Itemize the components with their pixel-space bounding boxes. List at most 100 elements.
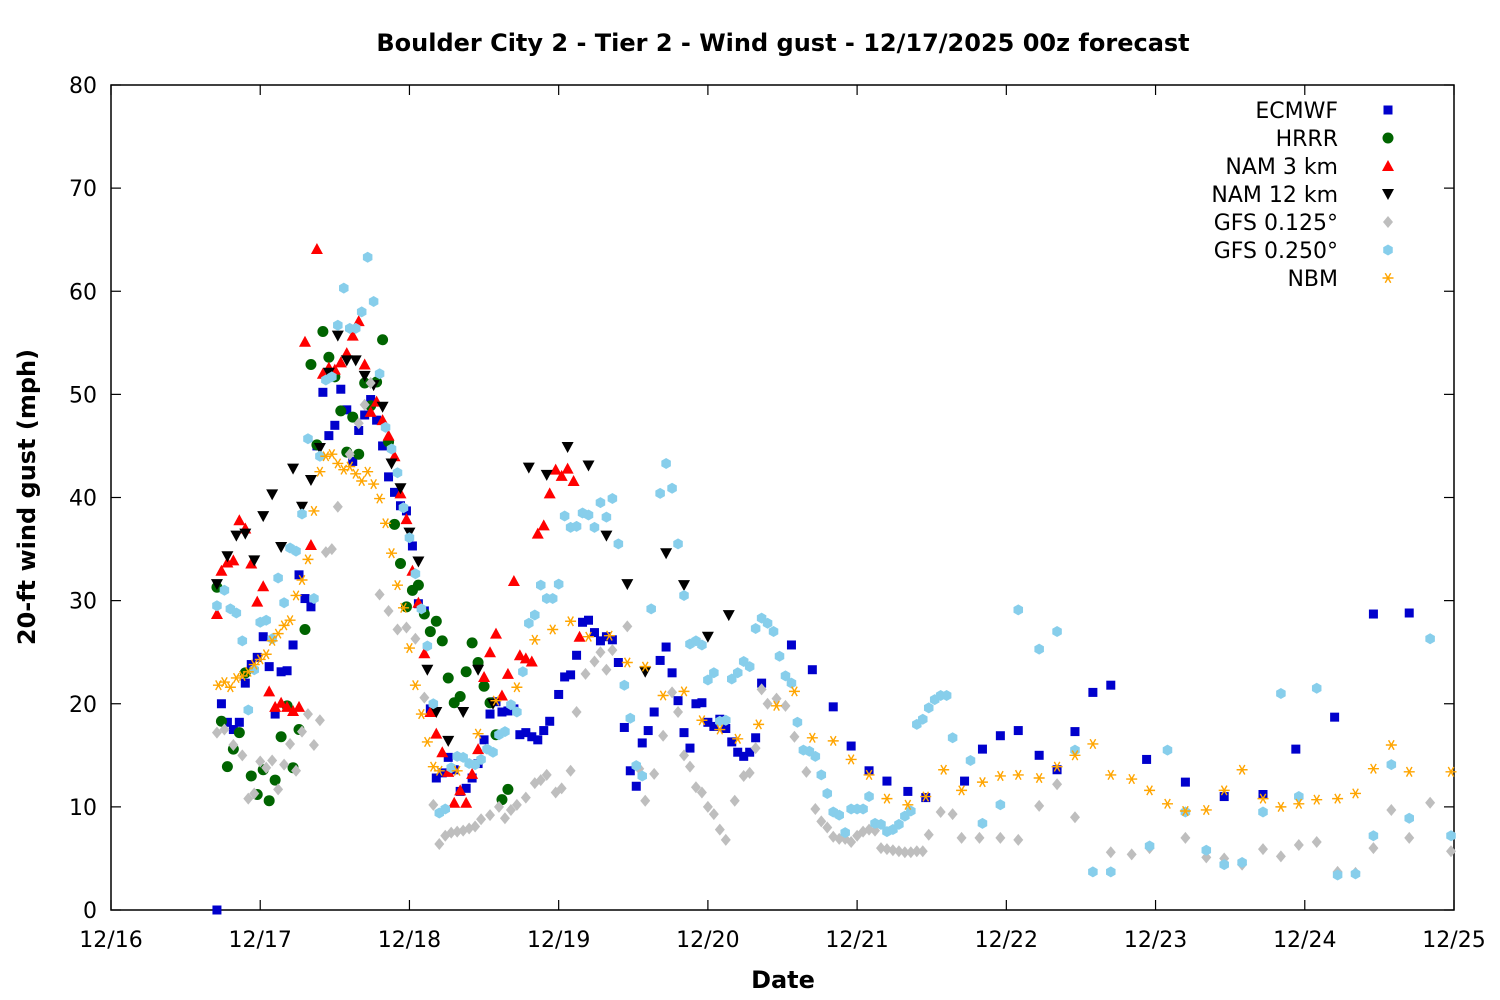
data-point (905, 846, 916, 859)
data-point (947, 808, 958, 821)
data-point (415, 708, 427, 720)
data-point (864, 766, 874, 776)
y-axis-label: 20-ft wind gust (mph) (13, 349, 41, 645)
data-point (431, 773, 441, 783)
data-point (275, 542, 288, 553)
data-point (519, 652, 532, 664)
data-point (392, 580, 404, 591)
data-point (714, 823, 725, 836)
data-point (353, 417, 364, 430)
data-point (448, 796, 461, 808)
data-point (678, 580, 691, 592)
data-point (721, 724, 731, 733)
data-point (344, 461, 356, 472)
data-point (679, 749, 690, 762)
data-point (362, 466, 374, 477)
data-point (834, 809, 844, 821)
data-point (727, 737, 737, 747)
data-point (257, 580, 270, 592)
data-point (211, 726, 222, 739)
data-point (303, 433, 313, 445)
data-point (583, 631, 595, 642)
y-tick-label: 40 (69, 487, 97, 512)
data-point (547, 624, 559, 635)
data-point (404, 532, 415, 544)
data-point (291, 764, 302, 777)
data-point (331, 330, 344, 342)
legend-marker (1382, 272, 1394, 284)
data-point (903, 786, 913, 796)
data-point (750, 622, 761, 634)
data-point (744, 766, 755, 779)
data-point (472, 664, 485, 676)
data-point (846, 835, 857, 848)
data-point (722, 610, 735, 622)
data-point (386, 548, 398, 559)
data-point (390, 487, 400, 497)
data-point (771, 692, 782, 705)
x-tick-label: 12/16 (79, 928, 142, 953)
data-point (995, 731, 1005, 741)
y-tick-label: 30 (69, 590, 97, 615)
legend-marker (1382, 189, 1394, 200)
data-point (1275, 801, 1287, 813)
data-point (947, 732, 958, 744)
data-point (531, 527, 544, 539)
data-point (422, 640, 433, 652)
data-point (788, 686, 800, 697)
data-point (287, 704, 300, 716)
data-point (293, 700, 306, 712)
data-point (1294, 791, 1304, 803)
data-point (733, 747, 743, 757)
data-point (881, 843, 892, 856)
data-point (290, 590, 302, 601)
data-point (600, 530, 613, 542)
data-point (392, 623, 403, 636)
data-point (348, 456, 358, 466)
data-point (771, 700, 783, 711)
data-point (300, 594, 310, 604)
data-point (518, 666, 528, 678)
data-point (977, 744, 987, 754)
data-point (1311, 794, 1323, 805)
data-point (336, 384, 346, 394)
data-point (255, 755, 266, 768)
data-point (472, 728, 484, 739)
data-point (511, 682, 523, 693)
data-point (495, 689, 508, 701)
data-point (437, 768, 447, 778)
data-point (935, 806, 946, 819)
data-point (308, 505, 320, 517)
data-point (566, 670, 576, 680)
data-point (353, 448, 365, 460)
data-point (1386, 803, 1397, 816)
data-point (572, 650, 582, 660)
data-point (502, 783, 514, 795)
data-point (917, 845, 928, 858)
data-point (276, 667, 286, 677)
data-point (1087, 738, 1099, 750)
y-tick-label: 60 (69, 280, 97, 305)
data-point (1012, 769, 1024, 781)
data-point (696, 786, 707, 799)
data-point (339, 282, 349, 294)
data-point (1052, 626, 1062, 638)
data-point (279, 597, 289, 609)
data-point (383, 604, 394, 617)
data-point (248, 555, 261, 567)
data-point (362, 251, 373, 263)
data-point (846, 741, 856, 751)
data-point (1106, 866, 1116, 878)
data-point (304, 538, 317, 550)
data-point (269, 700, 282, 712)
data-point (923, 702, 934, 714)
data-point (640, 794, 651, 807)
data-point (317, 325, 329, 337)
data-point (1332, 869, 1343, 881)
data-point (374, 493, 386, 504)
data-point (497, 707, 507, 717)
data-point (267, 633, 277, 645)
data-point (561, 441, 574, 453)
data-point (639, 666, 652, 678)
data-point (1275, 850, 1286, 863)
